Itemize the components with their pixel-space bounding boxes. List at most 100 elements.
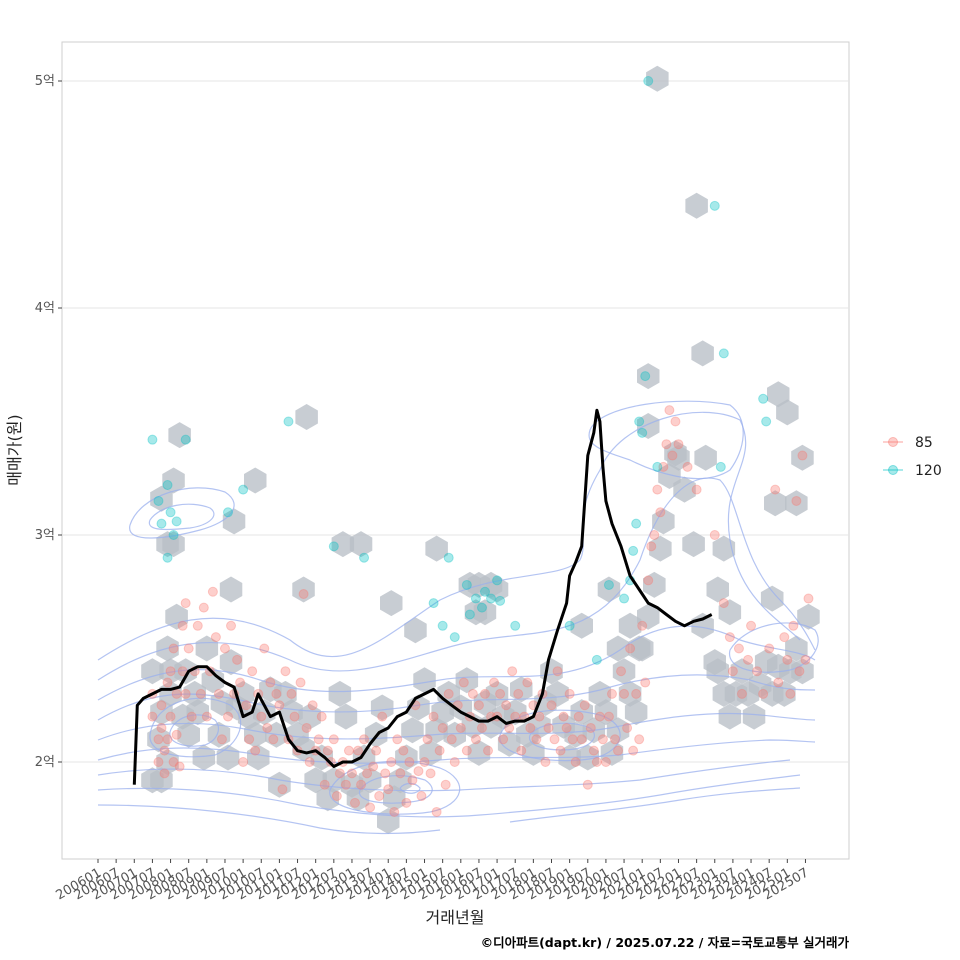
hexbin-cell (776, 399, 799, 426)
data-point-85 (498, 734, 509, 745)
data-point-85 (558, 711, 569, 722)
data-point-85 (162, 677, 173, 688)
data-point-85 (613, 745, 624, 756)
data-point-85 (655, 507, 666, 518)
data-point-85 (162, 734, 173, 745)
data-point-85 (455, 722, 466, 733)
data-point-85 (646, 541, 657, 552)
hexbin-cell (168, 422, 191, 449)
data-point-120 (165, 507, 176, 518)
density-contours (97, 400, 819, 835)
data-point-85 (513, 688, 524, 699)
data-point-120 (643, 76, 654, 86)
hexbin-cell (380, 590, 403, 617)
hexbin-cell (404, 617, 427, 644)
data-point-120 (171, 516, 182, 527)
data-point-85 (301, 722, 312, 733)
data-point-85 (168, 643, 179, 654)
data-point-120 (156, 518, 167, 529)
data-point-120 (223, 507, 234, 518)
data-point-85 (540, 757, 551, 767)
legend: 85 120 (883, 435, 942, 479)
data-point-85 (489, 677, 500, 688)
hexbin-cell (797, 603, 820, 630)
trend-line (132, 408, 713, 785)
data-point-85 (495, 688, 506, 699)
data-point-85 (791, 495, 802, 506)
data-point-120 (603, 579, 614, 590)
y-tick-label: 2억 (35, 755, 55, 770)
hexbin-cell (646, 65, 669, 92)
hexbin-cell (576, 744, 599, 771)
data-point-85 (652, 484, 663, 495)
data-point-85 (280, 666, 291, 677)
data-point-85 (386, 757, 397, 767)
hexbin-cell (150, 485, 173, 512)
data-point-85 (153, 757, 164, 767)
data-point-85 (219, 643, 230, 654)
data-point-85 (174, 761, 185, 772)
data-point-85 (359, 734, 370, 745)
data-point-85 (736, 688, 747, 699)
data-point-85 (428, 711, 439, 722)
data-point-85 (389, 806, 400, 817)
data-point-85 (600, 757, 611, 767)
data-point-120 (619, 593, 630, 604)
data-point-85 (380, 768, 391, 779)
legend-item-120: 120 (883, 463, 942, 479)
hexbin-cell (564, 721, 587, 748)
data-point-85 (180, 598, 191, 609)
density-contour-line (129, 487, 235, 539)
data-point-85 (262, 722, 273, 733)
data-point-85 (564, 688, 575, 699)
data-point-85 (779, 632, 790, 643)
hexbin-cell (694, 444, 717, 471)
data-point-85 (758, 688, 769, 699)
hexbin-cell (443, 721, 466, 748)
hexbin-cell (682, 531, 705, 558)
hexbin-cell (165, 603, 188, 630)
data-point-85 (546, 700, 557, 711)
data-point-85 (476, 722, 487, 733)
data-point-85 (507, 666, 518, 677)
hexbin-cell (712, 535, 736, 562)
data-point-85 (800, 654, 811, 665)
data-point-120 (761, 416, 772, 427)
data-point-120 (631, 518, 642, 529)
data-point-85 (316, 711, 327, 722)
data-point-85 (473, 700, 484, 711)
data-point-120 (758, 393, 769, 404)
data-point-120 (443, 552, 454, 563)
data-point-120 (652, 461, 663, 472)
hexbin-cell (510, 676, 533, 703)
hexbin-cell (219, 576, 243, 603)
data-point-120 (470, 593, 481, 604)
data-point-85 (764, 643, 775, 654)
data-point-85 (603, 711, 614, 722)
legend-key-85 (888, 437, 898, 447)
data-point-120 (461, 579, 472, 590)
hexbin-cell (253, 699, 276, 726)
data-point-85 (346, 768, 357, 779)
data-point-85 (259, 643, 270, 654)
data-point-85 (709, 530, 720, 540)
hexbin-cell (624, 699, 648, 726)
data-point-85 (156, 722, 167, 733)
data-point-85 (724, 632, 735, 643)
data-point-85 (180, 688, 191, 699)
density-contour-line (528, 722, 595, 751)
data-point-85 (673, 439, 684, 450)
data-point-120 (709, 200, 720, 211)
data-point-85 (501, 700, 512, 711)
legend-key-120 (888, 465, 898, 475)
hexbin-cell (570, 612, 593, 639)
data-point-85 (682, 461, 693, 472)
data-point-85 (156, 700, 167, 711)
hexbin-cell (201, 667, 225, 694)
x-axis-title: 거래년월 (426, 908, 485, 927)
density-contour-line (358, 775, 433, 804)
data-point-85 (416, 791, 427, 802)
data-point-85 (313, 734, 324, 745)
data-point-85 (425, 768, 436, 779)
hexbin-cell (667, 444, 690, 471)
